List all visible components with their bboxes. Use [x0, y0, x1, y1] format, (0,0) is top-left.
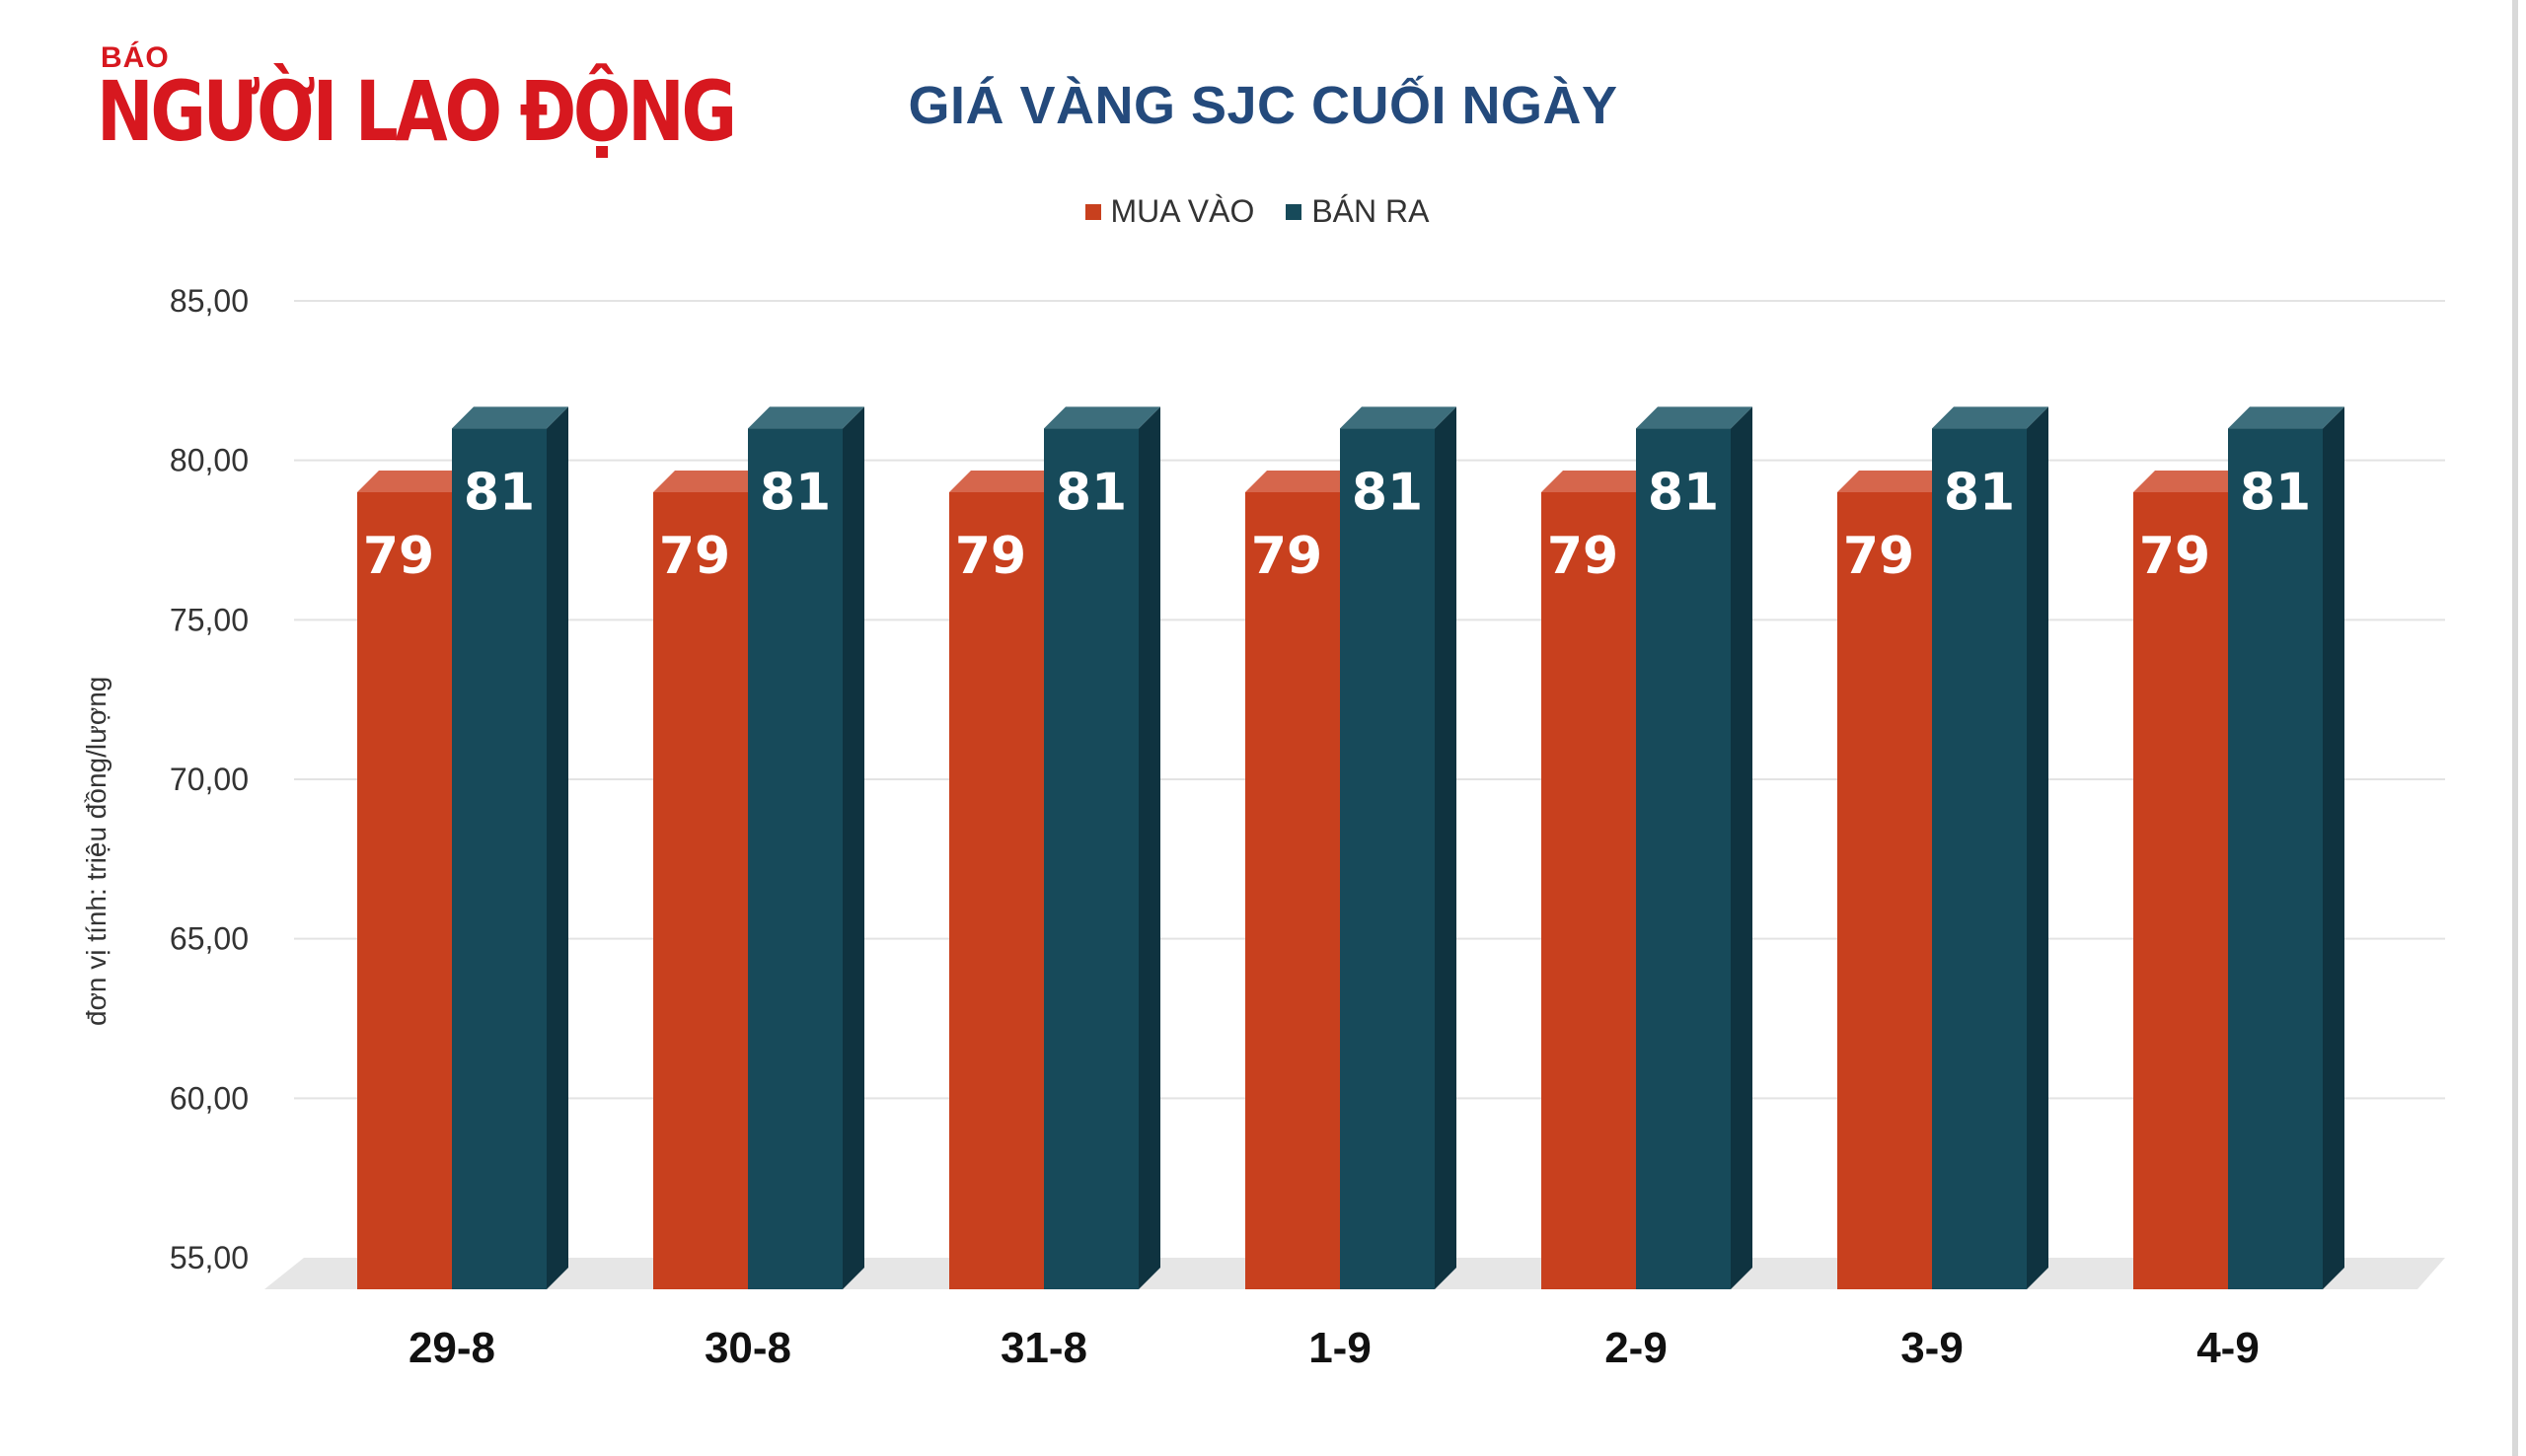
bar-side [547, 406, 568, 1289]
y-tick-label: 65,00 [170, 921, 249, 957]
newspaper-logo: BÁO NGƯỜI LAO ĐỘNG [97, 41, 737, 160]
bar-sell [2228, 428, 2323, 1289]
bar-buy [949, 492, 1044, 1289]
bar-sell [452, 428, 547, 1289]
y-tick-label: 70,00 [170, 762, 249, 797]
y-tick-label: 60,00 [170, 1080, 249, 1116]
y-tick-label: 80,00 [170, 443, 249, 478]
data-label: 79 [1843, 527, 1914, 586]
bar-buy [2133, 492, 2228, 1289]
bar-buy [653, 492, 748, 1289]
legend-swatch-sell [1286, 203, 1302, 220]
legend-label-sell: BÁN RA [1311, 193, 1430, 229]
data-label: 81 [464, 463, 535, 522]
y-tick-label: 85,00 [170, 283, 249, 319]
bar-top [748, 406, 864, 429]
chart-legend: MUA VÀO BÁN RA [0, 193, 2520, 230]
y-tick-label: 75,00 [170, 602, 249, 637]
bar-side [2027, 406, 2048, 1289]
logo-small-text: BÁO [101, 41, 170, 74]
bar-buy [1245, 492, 1340, 1289]
legend-label-buy: MUA VÀO [1110, 193, 1255, 229]
data-label: 79 [659, 527, 730, 586]
bar-top [1932, 406, 2048, 429]
bar-top [1245, 471, 1362, 492]
bar-buy [1541, 492, 1636, 1289]
y-axis-ticks: 85,00 80,00 75,00 70,00 65,00 60,00 55,00 [170, 283, 249, 1275]
legend-item-sell: BÁN RA [1286, 193, 1429, 230]
bar-top [1541, 471, 1658, 492]
bar-sell [1932, 428, 2027, 1289]
legend-item-buy: MUA VÀO [1084, 193, 1255, 230]
x-axis-ticks: 29-8 30-8 31-8 1-9 2-9 3-9 4-9 [409, 1324, 2260, 1372]
bar-side [1731, 406, 1752, 1289]
bar-top [357, 471, 474, 492]
bar-top [1636, 406, 1752, 429]
bar-buy [1837, 492, 1932, 1289]
bar-sell [748, 428, 843, 1289]
bar-sell [1340, 428, 1435, 1289]
x-tick-label: 3-9 [1900, 1324, 1964, 1372]
bar-top [949, 471, 1066, 492]
bar-top [2133, 471, 2250, 492]
data-label: 79 [1547, 527, 1618, 586]
data-label: 81 [1648, 463, 1719, 522]
data-label: 79 [2139, 527, 2210, 586]
bar-top [2228, 406, 2344, 429]
x-tick-label: 2-9 [1604, 1324, 1668, 1372]
data-label: 81 [1944, 463, 2015, 522]
x-tick-label: 30-8 [705, 1324, 791, 1372]
data-label: 79 [363, 527, 434, 586]
bar-top [452, 406, 568, 429]
bar-top [1044, 406, 1160, 429]
x-tick-label: 29-8 [409, 1324, 495, 1372]
bar-sell [1636, 428, 1731, 1289]
bar-buy [357, 492, 452, 1289]
bar-top [1340, 406, 1456, 429]
x-tick-label: 31-8 [1001, 1324, 1087, 1372]
bar-side [1139, 406, 1160, 1289]
x-tick-label: 4-9 [2196, 1324, 2260, 1372]
data-label: 79 [955, 527, 1026, 586]
data-label: 81 [2240, 463, 2311, 522]
bar-side [843, 406, 864, 1289]
data-label: 81 [1352, 463, 1423, 522]
logo-big-text: NGƯỜI LAO ĐỘNG [97, 63, 737, 160]
y-tick-label: 55,00 [170, 1240, 249, 1275]
bar-top [1837, 471, 1954, 492]
data-label: 81 [1056, 463, 1127, 522]
bar-sell [1044, 428, 1139, 1289]
bar-top [653, 471, 770, 492]
legend-swatch-buy [1084, 203, 1101, 220]
bar-side [2323, 406, 2344, 1289]
chart-title: GIÁ VÀNG SJC CUỐI NGÀY [908, 76, 1618, 135]
x-tick-label: 1-9 [1308, 1324, 1372, 1372]
bars: 79 81 79 81 79 81 79 81 79 81 79 81 79 81 [357, 406, 2344, 1289]
bar-side [1435, 406, 1456, 1289]
data-label: 81 [760, 463, 831, 522]
data-label: 79 [1251, 527, 1322, 586]
